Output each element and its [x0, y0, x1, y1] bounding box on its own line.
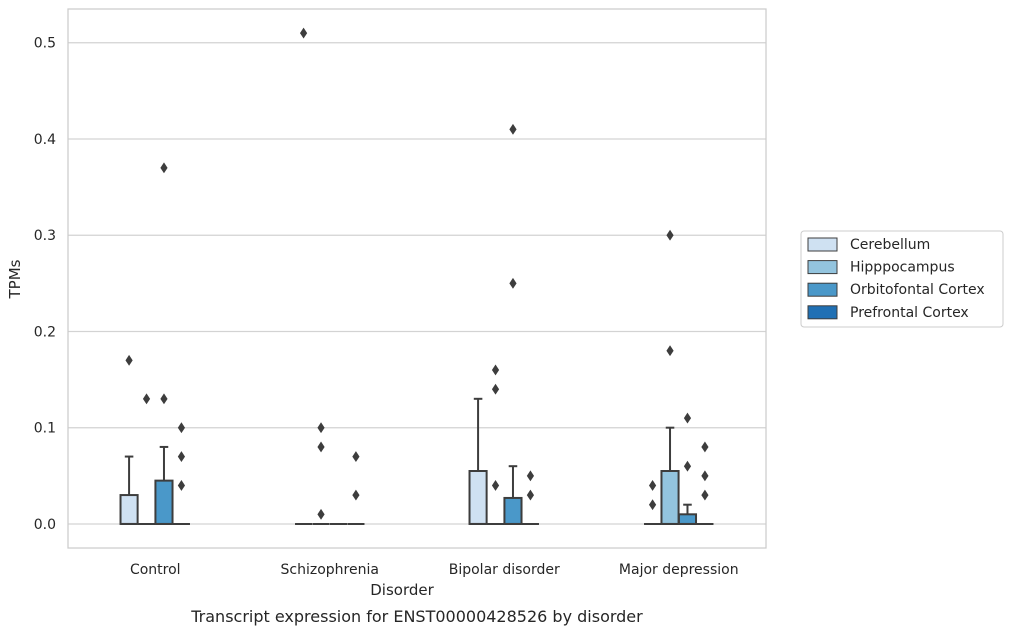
- outlier-point: [352, 451, 360, 462]
- legend-swatch: [807, 305, 838, 320]
- box-group: [521, 470, 539, 525]
- box: [119, 494, 139, 525]
- outlier-point: [317, 422, 325, 434]
- outlier-point: [648, 480, 657, 491]
- outlier-point: [177, 422, 186, 434]
- x-tick-label: Major depression: [619, 562, 739, 578]
- box-group: [312, 422, 330, 525]
- outlier-point: [526, 489, 535, 501]
- y-axis-label: TPMs: [6, 259, 24, 299]
- box: [660, 470, 680, 525]
- plot-area-frame: [67, 8, 767, 549]
- box-group: [644, 480, 662, 525]
- y-tick-label: 0.4: [34, 132, 56, 148]
- y-tick-label: 0.1: [34, 421, 56, 437]
- box-group: [677, 412, 698, 525]
- outlier-point: [648, 499, 657, 511]
- x-axis-label: Disorder: [370, 581, 434, 599]
- outlier-point: [701, 470, 709, 482]
- outlier-point: [666, 229, 674, 241]
- box: [503, 496, 523, 525]
- x-tick-label: Bipolar disorder: [449, 562, 560, 578]
- outlier-point: [177, 480, 186, 491]
- legend-frame: [800, 230, 1004, 328]
- box-group: [660, 229, 680, 525]
- y-tick-label: 0.0: [34, 517, 56, 533]
- box-group: [154, 162, 174, 525]
- outlier-point: [160, 393, 168, 405]
- outlier-point: [125, 354, 133, 366]
- box-group: [486, 364, 505, 525]
- box-group: [137, 393, 156, 525]
- y-tick-label: 0.2: [34, 324, 56, 340]
- outlier-point: [491, 383, 500, 395]
- outlier-point: [142, 393, 151, 405]
- box: [677, 513, 698, 525]
- legend-swatch: [807, 260, 838, 275]
- x-tick-label: Control: [130, 562, 181, 578]
- box: [154, 479, 174, 525]
- box-group: [503, 123, 523, 525]
- x-tick-label: Schizophrenia: [281, 562, 379, 578]
- plot-boxes: [119, 27, 714, 525]
- outlier-point: [526, 470, 535, 482]
- outlier-point: [317, 441, 325, 453]
- outlier-point: [317, 508, 325, 520]
- outlier-point: [177, 451, 186, 462]
- x-axis-ticks: Control Schizophrenia Bipolar disorder Majo…: [130, 562, 739, 578]
- outlier-point: [683, 412, 692, 424]
- legend-label: Prefrontal Cortex: [850, 305, 969, 321]
- box-group: [696, 441, 714, 525]
- outlier-point: [701, 441, 709, 453]
- outlier-point: [352, 489, 360, 501]
- outlier-point: [509, 277, 517, 289]
- y-tick-label: 0.3: [34, 228, 56, 244]
- box-group: [295, 27, 313, 525]
- legend-label: Hipppocampus: [850, 260, 955, 276]
- outlier-point: [299, 27, 308, 39]
- outlier-point: [160, 162, 168, 174]
- outlier-point: [509, 123, 517, 135]
- outlier-point: [491, 364, 500, 376]
- outlier-point: [683, 460, 692, 472]
- outlier-point: [701, 489, 709, 501]
- outlier-point: [666, 345, 674, 357]
- legend-label: Cerebellum: [850, 237, 930, 253]
- legend-swatch: [807, 237, 838, 252]
- box-group: [119, 354, 139, 525]
- box-group: [468, 397, 488, 525]
- legend: Cerebellum Hipppocampus Orbitofontal Corte…: [800, 230, 1004, 328]
- legend-swatch: [807, 282, 838, 297]
- y-axis-ticks: 0.0 0.1 0.2 0.3 0.4 0.5: [34, 36, 56, 533]
- figure-caption: Transcript expression for ENST0000042852…: [190, 607, 643, 626]
- legend-label: Orbitofontal Cortex: [850, 282, 985, 298]
- box-group: [172, 422, 190, 525]
- box: [468, 470, 488, 525]
- outlier-point: [491, 480, 500, 491]
- y-tick-label: 0.5: [34, 36, 56, 52]
- box-group: [347, 451, 365, 525]
